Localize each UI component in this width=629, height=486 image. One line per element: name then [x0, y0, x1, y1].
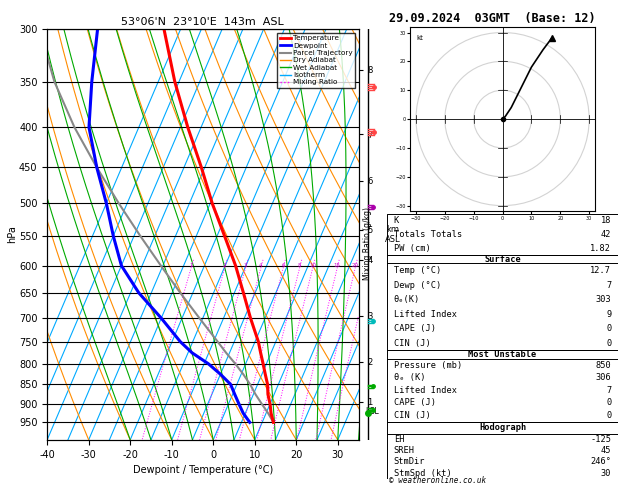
Text: 42: 42: [601, 230, 611, 239]
Text: SREH: SREH: [394, 446, 415, 455]
Text: 20: 20: [352, 263, 359, 268]
Text: 7: 7: [606, 280, 611, 290]
Text: CIN (J): CIN (J): [394, 339, 430, 347]
Text: Mixing Ratio (g/kg): Mixing Ratio (g/kg): [364, 207, 372, 279]
Text: 15: 15: [333, 263, 340, 268]
Title: 53°06'N  23°10'E  143m  ASL: 53°06'N 23°10'E 143m ASL: [121, 17, 284, 27]
Text: 0: 0: [606, 411, 611, 420]
Text: 8: 8: [298, 263, 301, 268]
Text: 1.82: 1.82: [591, 243, 611, 253]
Text: 30: 30: [601, 469, 611, 478]
Text: Pressure (mb): Pressure (mb): [394, 361, 462, 369]
Text: 306: 306: [596, 373, 611, 382]
Text: 850: 850: [596, 361, 611, 369]
Text: StmDir: StmDir: [394, 457, 425, 467]
Text: 6: 6: [281, 263, 285, 268]
Text: 246°: 246°: [591, 457, 611, 467]
Text: CIN (J): CIN (J): [394, 411, 430, 420]
Legend: Temperature, Dewpoint, Parcel Trajectory, Dry Adiabat, Wet Adiabat, Isotherm, Mi: Temperature, Dewpoint, Parcel Trajectory…: [277, 33, 355, 88]
Text: StmSpd (kt): StmSpd (kt): [394, 469, 452, 478]
Text: Most Unstable: Most Unstable: [469, 350, 537, 359]
Text: Totals Totals: Totals Totals: [394, 230, 462, 239]
Text: 7: 7: [606, 386, 611, 395]
Text: 0: 0: [606, 324, 611, 333]
Text: 18: 18: [601, 216, 611, 225]
Text: 0: 0: [606, 399, 611, 407]
Y-axis label: hPa: hPa: [8, 226, 18, 243]
Text: 303: 303: [596, 295, 611, 304]
Text: 1: 1: [189, 263, 192, 268]
Y-axis label: km
ASL: km ASL: [384, 225, 400, 244]
Text: Temp (°C): Temp (°C): [394, 266, 441, 275]
Text: 3: 3: [243, 263, 247, 268]
Text: EH: EH: [394, 435, 404, 444]
Text: CAPE (J): CAPE (J): [394, 324, 436, 333]
Text: 0: 0: [606, 339, 611, 347]
Text: -125: -125: [591, 435, 611, 444]
Text: Lifted Index: Lifted Index: [394, 386, 457, 395]
Text: Surface: Surface: [484, 255, 521, 263]
Text: θₑ (K): θₑ (K): [394, 373, 425, 382]
Text: Lifted Index: Lifted Index: [394, 310, 457, 318]
Text: kt: kt: [416, 35, 423, 41]
Text: 2: 2: [223, 263, 226, 268]
Text: CAPE (J): CAPE (J): [394, 399, 436, 407]
Text: Hodograph: Hodograph: [479, 423, 526, 432]
Text: 4: 4: [259, 263, 262, 268]
Text: 29.09.2024  03GMT  (Base: 12): 29.09.2024 03GMT (Base: 12): [389, 12, 595, 25]
Text: 9: 9: [606, 310, 611, 318]
Text: Dewp (°C): Dewp (°C): [394, 280, 441, 290]
Text: PW (cm): PW (cm): [394, 243, 430, 253]
Text: LCL: LCL: [365, 407, 379, 416]
X-axis label: Dewpoint / Temperature (°C): Dewpoint / Temperature (°C): [133, 465, 273, 475]
Text: © weatheronline.co.uk: © weatheronline.co.uk: [389, 475, 486, 485]
Text: K: K: [394, 216, 399, 225]
Text: 10: 10: [309, 263, 316, 268]
Text: 12.7: 12.7: [591, 266, 611, 275]
Text: θₑ(K): θₑ(K): [394, 295, 420, 304]
Text: 45: 45: [601, 446, 611, 455]
